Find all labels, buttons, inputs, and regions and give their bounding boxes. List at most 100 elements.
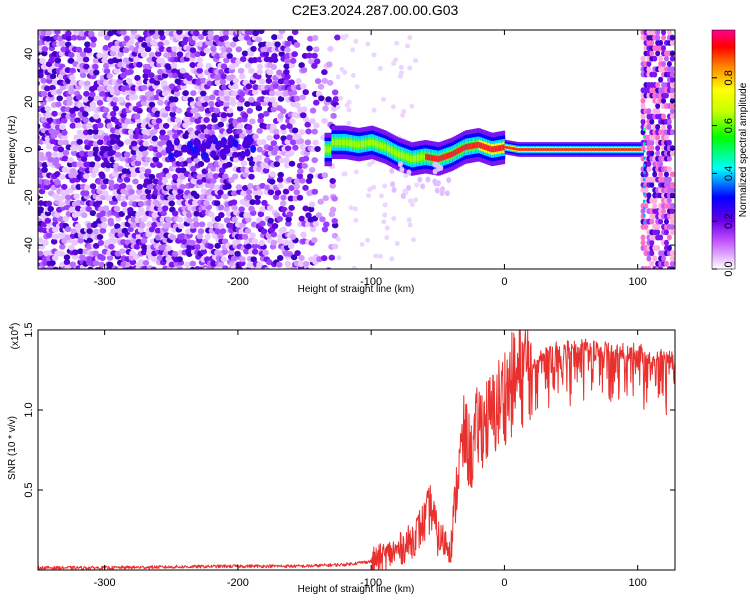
spectrogram-cell xyxy=(61,183,68,190)
spectrogram-cell xyxy=(280,135,287,142)
spectrogram-cell xyxy=(290,254,298,261)
spectrogram-cell xyxy=(410,237,416,243)
spectrogram-cell xyxy=(240,160,248,167)
spectrogram-cell xyxy=(255,73,262,80)
spectrogram-ridge-cell xyxy=(440,155,443,162)
spectrogram-cell xyxy=(669,108,675,115)
spectrogram-cell xyxy=(197,160,205,167)
spectrogram-ridge-cell xyxy=(433,155,436,162)
spectrogram-cell xyxy=(291,127,299,134)
spectrogram-cell xyxy=(51,254,59,261)
spectrogram-cell xyxy=(326,61,333,68)
spectrogram-cell xyxy=(646,108,652,115)
spectrogram-cell xyxy=(261,199,268,206)
spectrogram-cell xyxy=(40,30,48,36)
spectrogram-cell xyxy=(313,46,320,53)
spectrogram-cell xyxy=(666,30,672,36)
spectrogram-cell xyxy=(669,266,675,269)
spectrogram-cell xyxy=(44,217,52,224)
spectrogram-cell xyxy=(643,199,646,203)
spectrogram-cell xyxy=(222,30,230,36)
spectrogram-cell xyxy=(245,216,252,223)
spectrogram-cell xyxy=(646,255,652,262)
spectrogram-cell xyxy=(96,99,104,106)
spectrogram-cell xyxy=(263,267,270,269)
spectrogram-cell xyxy=(75,94,83,101)
spectrogram-cell xyxy=(288,160,296,167)
spectrogram-cell xyxy=(217,189,224,196)
spectrogram-cell xyxy=(161,72,169,79)
spectrogram-cell xyxy=(175,34,183,41)
spectrogram-cell xyxy=(350,73,356,79)
spectrogram-cell xyxy=(77,237,84,244)
spectrogram-cell xyxy=(196,173,204,180)
spectrogram-cell xyxy=(209,94,216,101)
spectrogram-cell xyxy=(116,227,124,234)
spectrogram-cell xyxy=(106,73,114,80)
spectrogram-cell xyxy=(159,34,166,41)
spectrogram-cell xyxy=(256,63,264,70)
spectrogram-cell xyxy=(250,45,257,52)
spectrogram-ridge-cell xyxy=(573,148,577,151)
spectrogram-ridge-cell xyxy=(501,144,504,151)
spectrogram-ridge-cell xyxy=(553,148,556,151)
spectrogram-cell xyxy=(652,71,658,78)
spectrogram-ridge-cell xyxy=(599,148,603,151)
spectrogram-cell xyxy=(284,46,291,53)
spectrogram-cell xyxy=(229,41,237,48)
spectrogram-cell xyxy=(45,30,53,36)
snr-y-axis-label: SNR (10 * v/v) xyxy=(7,416,18,480)
spectrogram-cell xyxy=(160,139,167,146)
spectrogram-cell xyxy=(306,52,313,59)
spectrogram-cell xyxy=(86,243,93,250)
spectrogram-cell xyxy=(43,179,51,186)
spectrogram-cell xyxy=(102,107,110,114)
spectrogram-cell xyxy=(84,80,91,87)
spectrogram-cell xyxy=(315,90,323,97)
spectrogram-cell xyxy=(223,217,231,224)
spectrogram-cell xyxy=(342,171,348,177)
spectrogram-cell xyxy=(224,95,231,102)
spectrogram-cell xyxy=(334,34,341,41)
spectrogram-cell xyxy=(224,90,231,97)
spectrogram-cell xyxy=(640,234,646,241)
spectrogram-cell xyxy=(655,145,661,152)
spectrogram-cell xyxy=(199,133,207,140)
spectrogram-ridge-cell xyxy=(580,148,584,151)
spectrogram-cell xyxy=(652,197,658,204)
spectrogram-cell xyxy=(407,35,413,41)
spectrogram-cell xyxy=(262,249,269,256)
spectrogram-ridge-cell xyxy=(556,148,559,151)
spectrogram-cell xyxy=(646,160,652,167)
spectrogram-cell xyxy=(41,161,48,168)
spectrogram-cell xyxy=(290,84,298,91)
snr-x-tick-label: 100 xyxy=(629,577,647,589)
spectrogram-cell xyxy=(655,150,661,157)
spectrogram-ridge-cell xyxy=(327,146,331,153)
spectrogram-cell xyxy=(96,52,103,59)
spectrogram-cell xyxy=(79,72,87,79)
spectrogram-ridge-cell xyxy=(421,154,424,161)
spectrogram-cell xyxy=(655,50,661,57)
spectrogram-cell xyxy=(649,39,655,46)
spectrogram-cell xyxy=(313,99,320,106)
spectrogram-cell xyxy=(137,36,144,43)
spectrogram-cell xyxy=(176,199,183,206)
spectrogram-cell xyxy=(122,47,130,54)
spectrogram-cell xyxy=(321,172,329,179)
spectrogram-cell xyxy=(234,250,241,257)
spectrogram-cell xyxy=(321,117,328,124)
spectrogram-cell xyxy=(231,216,238,223)
spectrogram-ridge-cell xyxy=(499,145,502,151)
spectrogram-ridge-cell xyxy=(464,144,468,151)
spectrogram-ridge-cell xyxy=(405,154,409,161)
spectrogram-cell xyxy=(158,30,165,36)
spectrogram-cell xyxy=(200,90,207,97)
spectrogram-cell xyxy=(135,188,143,195)
spectrogram-cell xyxy=(54,30,61,35)
spectrogram-cell xyxy=(154,227,162,234)
spectrogram-cell xyxy=(158,57,166,64)
spectrogram-cell xyxy=(69,67,77,74)
spectrogram-cell xyxy=(130,140,138,147)
spectrogram-ridge-cell xyxy=(619,148,622,151)
